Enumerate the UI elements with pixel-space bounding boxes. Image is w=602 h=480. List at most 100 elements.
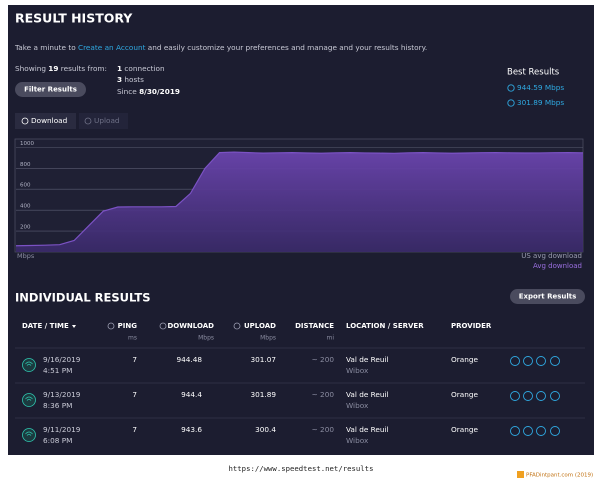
best-title: Best Results — [507, 68, 560, 78]
y-tick-label: 600 — [20, 183, 31, 189]
column-unit: mi — [326, 335, 334, 342]
y-tick-label: 200 — [20, 225, 31, 231]
date: 9/11/2019 — [43, 425, 81, 434]
tab-icon — [21, 117, 29, 125]
best-download: 944.59 Mbps — [517, 83, 564, 92]
date: 9/16/2019 — [43, 355, 81, 364]
wifi-icon — [22, 358, 36, 372]
wifi-icon — [22, 428, 36, 442]
share-icon[interactable] — [523, 391, 533, 401]
location: Val de Reuil — [346, 425, 389, 434]
ping: 7 — [132, 390, 137, 399]
tab-upload[interactable]: Upload — [79, 113, 128, 129]
tab-download[interactable]: Download — [15, 113, 76, 129]
intro-text: and easily customize your preferences an… — [145, 43, 427, 52]
column-header[interactable]: PROVIDER — [451, 322, 492, 330]
column-header[interactable]: LOCATION / SERVER — [346, 322, 424, 330]
since: Since 8/30/2019 — [117, 87, 180, 96]
download: 944.48 — [176, 355, 202, 364]
provider: Orange — [451, 425, 478, 434]
column-header[interactable]: DOWNLOAD — [167, 322, 214, 330]
area-line — [15, 151, 584, 247]
showing: Showing 19 results from: — [15, 64, 107, 73]
filter-button[interactable]: Filter Results — [15, 82, 86, 97]
url: https://www.speedtest.net/results — [229, 464, 374, 473]
share-icon[interactable] — [510, 426, 520, 436]
download: 944.4 — [181, 390, 202, 399]
wifi-waves — [25, 396, 33, 401]
export-button[interactable]: Export Results — [510, 289, 585, 304]
tab-bg — [79, 113, 128, 129]
share-icon[interactable] — [510, 356, 520, 366]
column-icon — [107, 322, 115, 330]
hosts-label: hosts — [122, 75, 144, 84]
button-label: Export Results — [519, 293, 577, 301]
wifi-icon — [22, 393, 36, 407]
best-upload: 301.89 Mbps — [517, 98, 564, 107]
share-icon[interactable] — [550, 426, 560, 436]
chart-unit: Mbps — [17, 252, 35, 260]
legend-avg: Avg download — [533, 262, 582, 270]
connection-count: 1 — [117, 64, 122, 73]
upload: 301.89 — [250, 390, 276, 399]
time: 8:36 PM — [43, 401, 72, 410]
area — [16, 152, 583, 252]
results-table: DATE / TIME PING ms DOWNLOAD Mbps UPLOAD Mbps D… — [15, 322, 585, 445]
section-title: INDIVIDUAL RESULTS — [15, 291, 151, 305]
share-icon[interactable] — [510, 391, 520, 401]
since-date: 8/30/2019 — [139, 87, 180, 96]
wifi-waves — [25, 431, 33, 436]
server: Wibox — [346, 436, 369, 445]
showing-text: Showing — [15, 64, 48, 73]
share-icon[interactable] — [536, 391, 546, 401]
sort-caret — [72, 325, 76, 328]
column-header[interactable]: PING — [118, 322, 138, 330]
share-icon[interactable] — [550, 391, 560, 401]
share-icon[interactable] — [550, 356, 560, 366]
column-unit: Mbps — [260, 335, 276, 342]
share-icon[interactable] — [536, 356, 546, 366]
wifi-waves — [25, 361, 33, 366]
download: 943.6 — [181, 425, 202, 434]
hosts: 3 hosts — [117, 75, 144, 84]
ping: 7 — [132, 355, 137, 364]
tab-label: Upload — [94, 116, 120, 125]
server: Wibox — [346, 366, 369, 375]
intro: Take a minute to Create an Account and e… — [14, 43, 427, 52]
share-icon[interactable] — [523, 356, 533, 366]
provider: Orange — [451, 355, 478, 364]
tab-bg — [15, 113, 76, 129]
result-count: 19 — [48, 64, 58, 73]
column-header[interactable]: DISTANCE — [295, 322, 334, 330]
watermark: PFADintpant.com (2019) — [526, 473, 593, 479]
location: Val de Reuil — [346, 390, 389, 399]
intro-text: Take a minute to — [14, 43, 78, 52]
column-icon — [159, 322, 167, 330]
share-icon[interactable] — [536, 426, 546, 436]
upload-icon — [507, 99, 515, 107]
download-icon — [507, 84, 515, 92]
since-label: Since — [117, 87, 139, 96]
showing-text: results from: — [58, 64, 107, 73]
watermark-icon — [517, 471, 524, 478]
upload: 300.4 — [255, 425, 276, 434]
share-icon[interactable] — [523, 426, 533, 436]
distance: ~ 200 — [312, 355, 335, 364]
column-unit: ms — [128, 335, 137, 342]
legend-us-avg: US avg download — [521, 252, 582, 260]
location: Val de Reuil — [346, 355, 389, 364]
chart: 200 400 600 800 1000 — [14, 138, 584, 253]
button-bg — [510, 289, 585, 304]
date: 9/13/2019 — [43, 390, 81, 399]
tab-icon — [84, 117, 92, 125]
button-label: Filter Results — [24, 86, 77, 94]
upload: 301.07 — [250, 355, 276, 364]
create-account-link[interactable]: Create an Account — [78, 43, 146, 52]
column-header[interactable]: DATE / TIME — [22, 322, 69, 330]
distance: ~ 200 — [312, 425, 335, 434]
column-header[interactable]: UPLOAD — [244, 322, 276, 330]
provider: Orange — [451, 390, 478, 399]
time: 6:08 PM — [43, 436, 72, 445]
